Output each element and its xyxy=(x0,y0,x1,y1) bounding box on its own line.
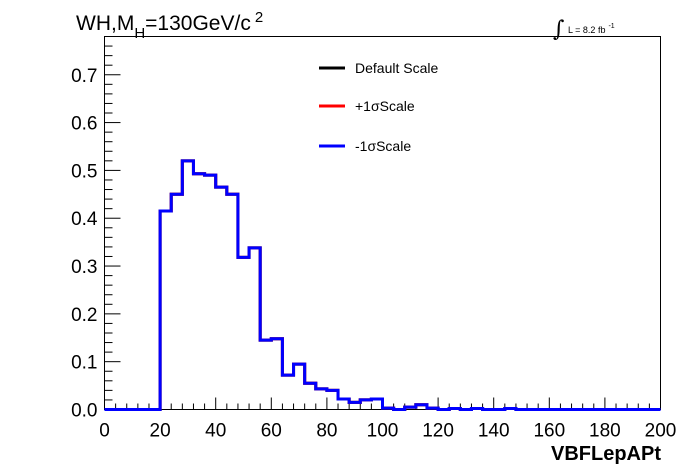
y-tick-label: 0.3 xyxy=(71,257,97,278)
title-rest: =130GeV/c xyxy=(145,12,251,35)
y-tick-label: 0.0 xyxy=(71,401,97,422)
series-line-2 xyxy=(104,159,661,411)
lumi-label: L = 8.2 fb -1 xyxy=(568,23,615,35)
title-main: WH,M xyxy=(76,12,134,35)
y-tick-label: 0.1 xyxy=(71,353,97,374)
x-tick-label: 60 xyxy=(261,421,282,442)
x-axis-title: VBFLepAPt xyxy=(551,443,661,465)
x-tick-label: 200 xyxy=(645,421,677,442)
chart-title: WH,MH=130GeV/c 2 xyxy=(76,9,263,42)
x-tick-label: 180 xyxy=(589,421,621,442)
x-tick-label: 80 xyxy=(316,421,337,442)
y-tick-label: 0.2 xyxy=(71,305,97,326)
title-subscript: H xyxy=(134,25,145,42)
lumi-integral: ∫ xyxy=(553,17,565,42)
series-line-1 xyxy=(104,159,661,411)
x-tick-label: 0 xyxy=(99,421,110,442)
y-axis: 0.0 0.1 0.2 0.3 0.4 0.5 0.6 0.7 xyxy=(71,36,121,422)
x-tick-label: 160 xyxy=(533,421,565,442)
x-tick-label: 140 xyxy=(478,421,510,442)
y-tick-label: 0.7 xyxy=(71,66,97,87)
title-superscript: 2 xyxy=(255,9,263,26)
y-tick-label: 0.6 xyxy=(71,114,97,135)
x-axis: 0 20 40 60 80 100 120 140 160 180 200 xyxy=(99,397,677,442)
legend-label-minus: -1σScale xyxy=(355,138,411,154)
x-tick-label: 100 xyxy=(367,421,399,442)
legend: Default Scale +1σScale -1σScale xyxy=(319,60,438,154)
x-tick-label: 20 xyxy=(150,421,171,442)
y-tick-label: 0.4 xyxy=(71,209,98,230)
legend-label-plus: +1σScale xyxy=(355,98,415,114)
series-layer xyxy=(104,159,661,411)
x-tick-label: 120 xyxy=(422,421,454,442)
lumi-superscript: -1 xyxy=(608,23,614,30)
plot-frame xyxy=(104,36,661,410)
y-tick-label: 0.5 xyxy=(71,161,97,182)
x-tick-label: 40 xyxy=(205,421,226,442)
series-line-0 xyxy=(104,159,661,411)
lumi-text: L = 8.2 fb xyxy=(568,25,605,35)
legend-label-default: Default Scale xyxy=(355,60,438,76)
